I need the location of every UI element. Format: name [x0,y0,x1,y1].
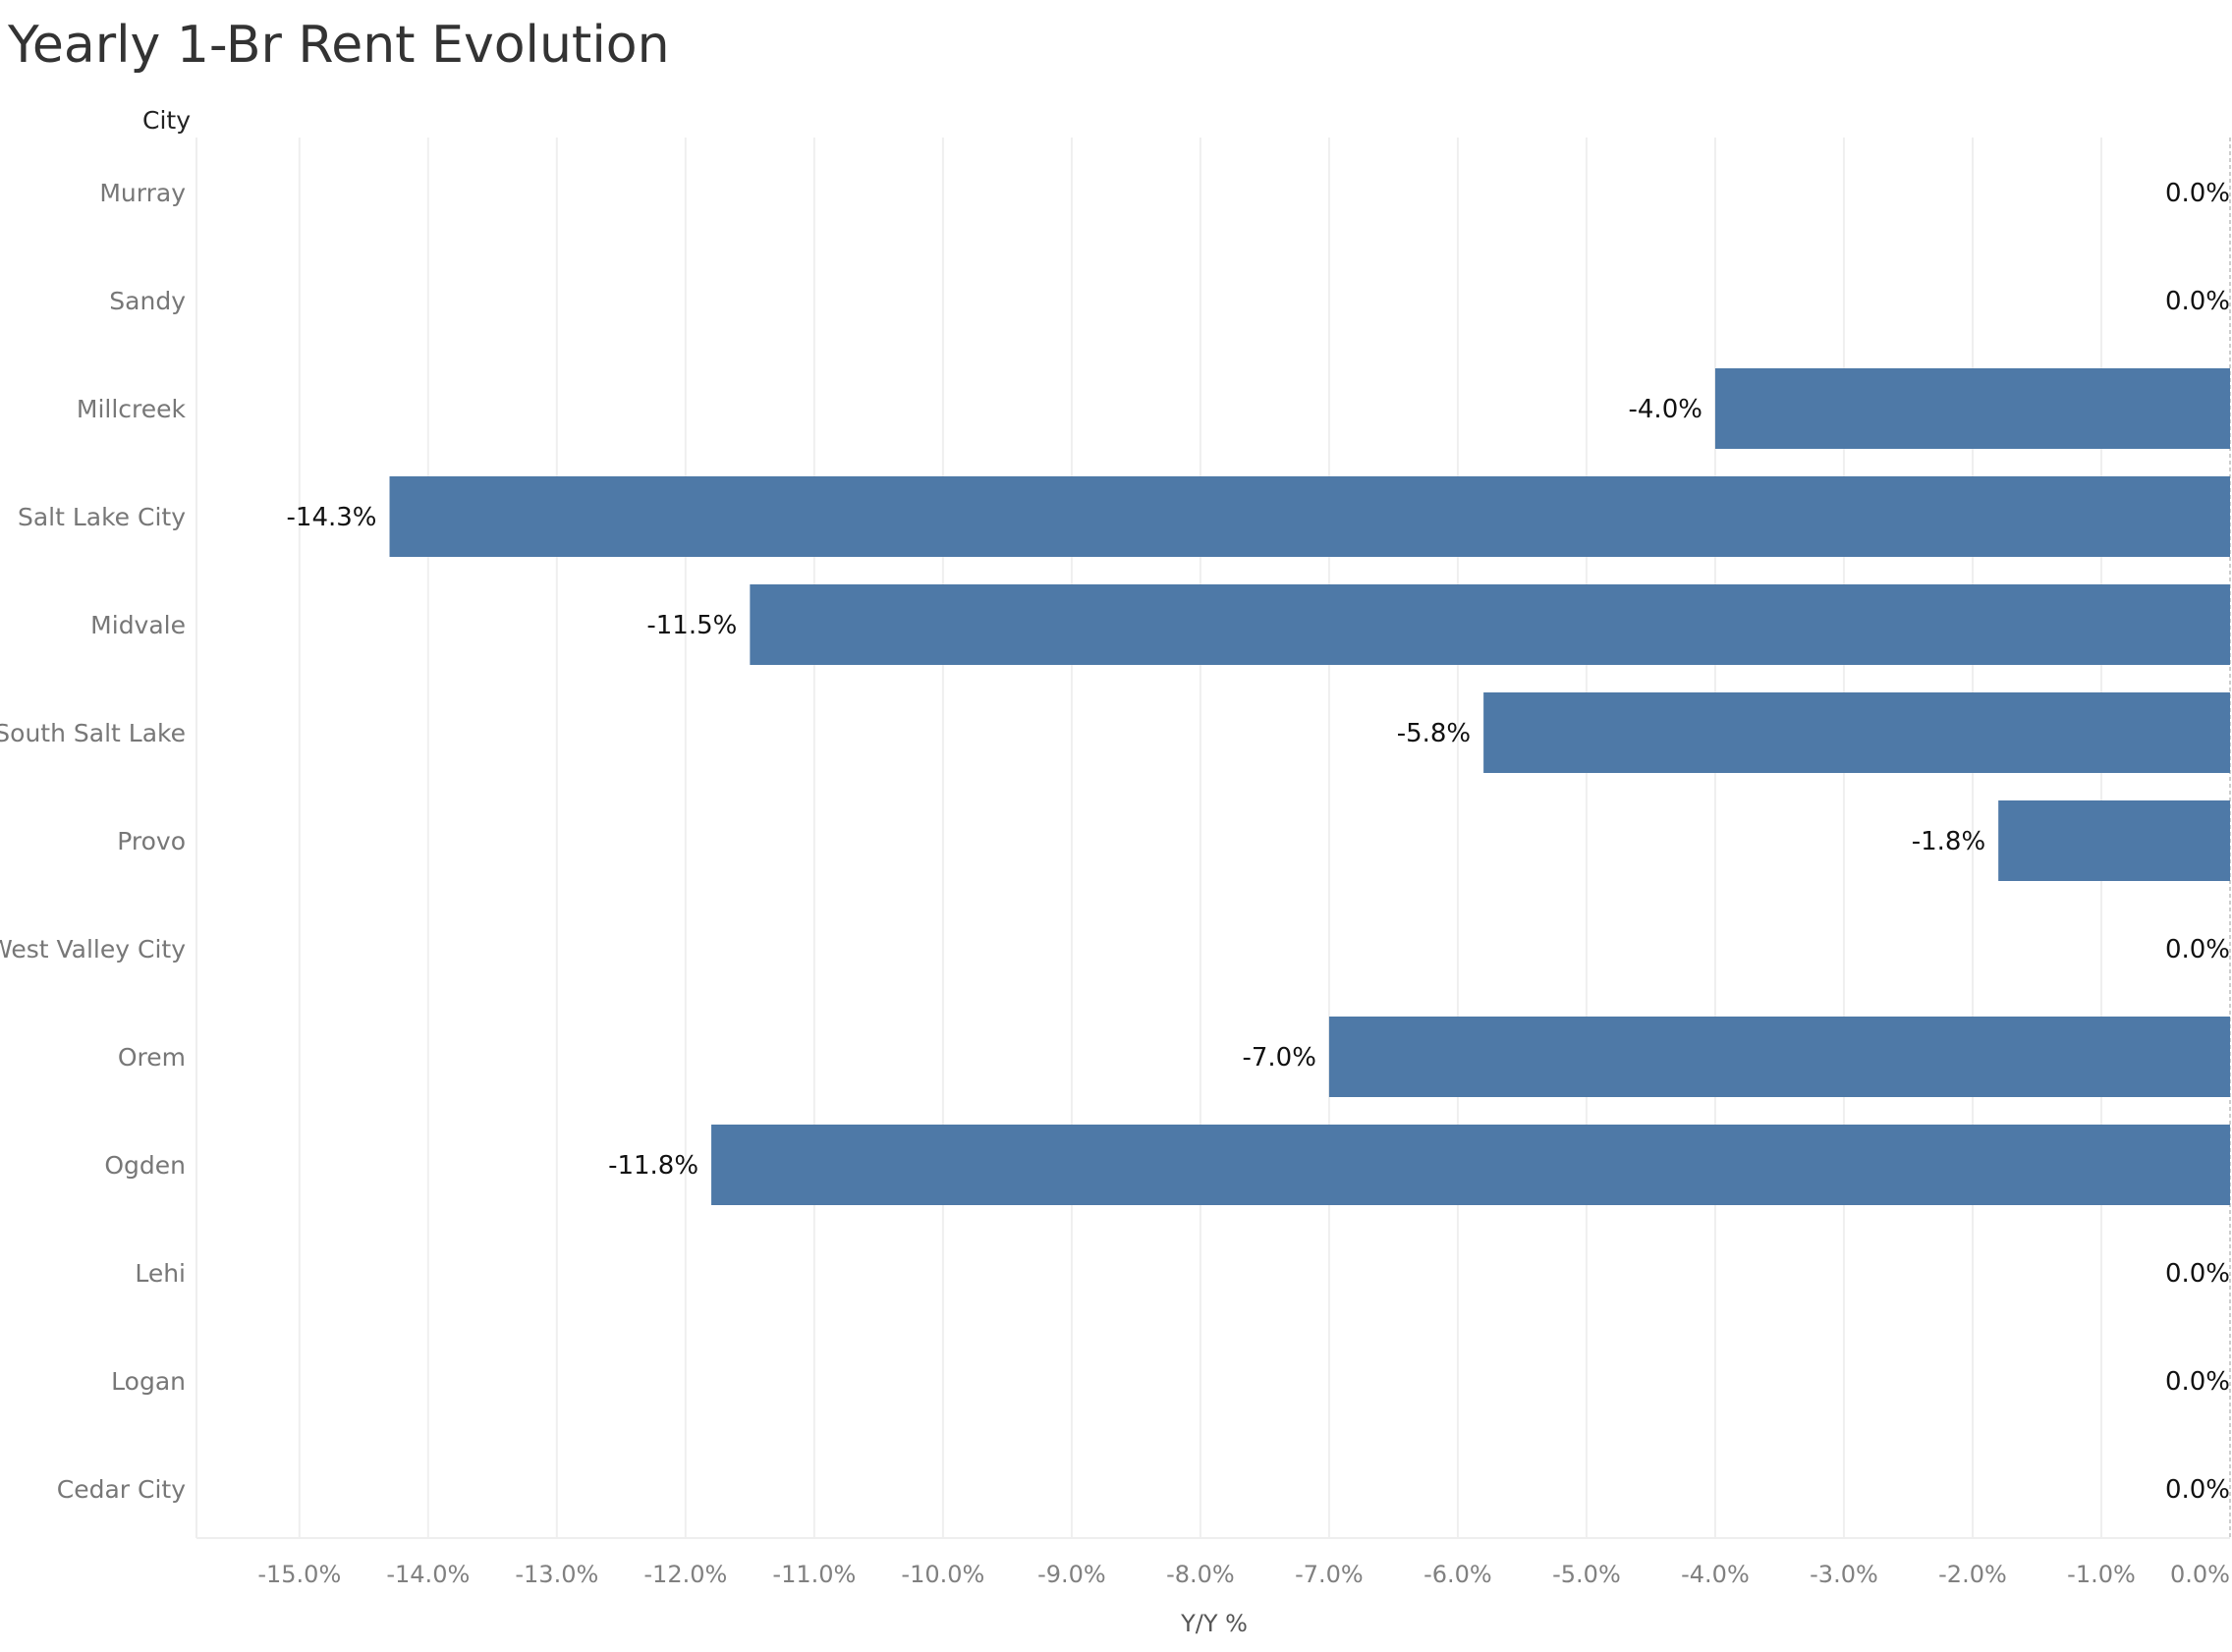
bar [1483,692,2230,773]
x-tick-label: -12.0% [643,1561,727,1588]
data-label: 0.0% [2165,1475,2230,1505]
x-tick-label: -4.0% [1681,1561,1750,1588]
category-labels: Murray Sandy Millcreek Salt Lake City Midval… [0,179,187,1504]
bar [750,584,2230,665]
data-label: -1.8% [1912,827,1985,856]
data-label: -11.5% [646,611,737,640]
bar [389,476,2230,557]
x-tick-label: 0.0% [2170,1561,2230,1588]
bar [1714,368,2230,449]
x-tick-label: -14.0% [386,1561,470,1588]
x-tick-label: -15.0% [257,1561,341,1588]
category-label: Orem [118,1043,186,1072]
x-tick-label: -3.0% [1810,1561,1878,1588]
x-tick-label: -10.0% [901,1561,984,1588]
data-label: 0.0% [2165,1259,2230,1289]
category-label: Sandy [109,287,186,315]
data-label: 0.0% [2165,179,2230,208]
data-label: -5.8% [1397,719,1471,748]
category-label: Salt Lake City [18,503,186,531]
data-labels: 0.0% 0.0% -4.0% -14.3% -11.5% -5.8% -1.8% 0.0% -… [287,179,2230,1505]
x-tick-label: -7.0% [1295,1561,1364,1588]
row-header-label: City [142,106,191,135]
data-label: -11.8% [608,1151,698,1181]
x-tick-label: -6.0% [1423,1561,1492,1588]
bar [711,1125,2230,1205]
category-label: Ogden [104,1151,186,1180]
x-tick-label: -5.0% [1552,1561,1621,1588]
category-label: Provo [117,827,186,855]
data-label: -14.3% [287,503,377,532]
category-label: Midvale [90,611,186,639]
category-label: Millcreek [77,395,187,423]
bars [389,368,2230,1205]
category-label: Cedar City [57,1475,186,1504]
x-axis-title: Y/Y % [1180,1610,1248,1637]
data-label: -4.0% [1629,395,1702,424]
x-tick-label: -8.0% [1166,1561,1235,1588]
data-label: 0.0% [2165,1367,2230,1397]
category-label: Murray [99,179,186,207]
category-label: Logan [111,1367,186,1396]
x-tick-label: -11.0% [772,1561,856,1588]
bar [1328,1017,2230,1097]
data-label: 0.0% [2165,935,2230,964]
category-label: South Salt Lake [0,719,186,747]
x-tick-label: -1.0% [2067,1561,2136,1588]
chart-title: Yearly 1-Br Rent Evolution [8,16,670,75]
x-tick-label: -2.0% [1938,1561,2007,1588]
category-label: West Valley City [0,935,186,964]
data-label: -7.0% [1242,1043,1315,1073]
x-tick-label: -9.0% [1037,1561,1106,1588]
x-tick-labels: -15.0% -14.0% -13.0% -12.0% -11.0% -10.0% -9.0… [257,1561,2230,1588]
data-label: 0.0% [2165,287,2230,316]
bar [1998,800,2230,881]
x-tick-label: -13.0% [515,1561,598,1588]
category-label: Lehi [135,1259,186,1288]
